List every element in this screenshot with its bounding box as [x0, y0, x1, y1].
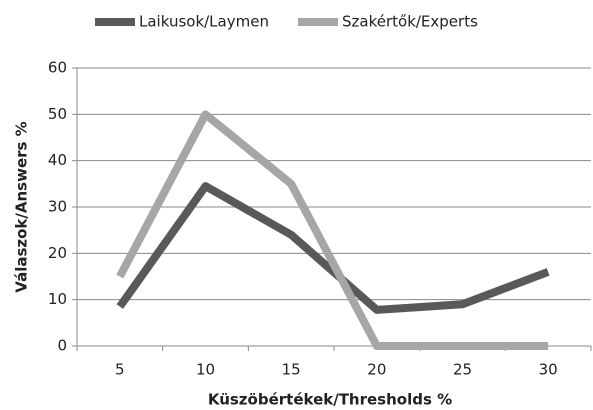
legend-label: Laikusok/Laymen	[139, 13, 269, 31]
y-tick-label: 10	[48, 290, 67, 308]
x-tick-label: 15	[282, 361, 301, 379]
x-tick-label: 30	[539, 361, 558, 379]
y-tick-label: 50	[48, 105, 67, 123]
y-tick-label: 40	[48, 151, 67, 169]
x-axis-label: Küszöbértékek/Thresholds %	[208, 391, 452, 409]
y-tick-label: 60	[48, 59, 67, 77]
x-tick-label: 10	[196, 361, 215, 379]
y-tick-label: 30	[48, 198, 67, 216]
y-tick-label: 0	[57, 337, 67, 355]
y-axis-label: Válaszok/Answers %	[13, 121, 31, 292]
x-tick-label: 5	[115, 361, 125, 379]
series-line	[116, 182, 550, 314]
series-line	[116, 110, 549, 350]
legend-label: Szakértők/Experts	[342, 13, 478, 31]
y-tick-label: 20	[48, 244, 67, 262]
x-tick-label: 20	[367, 361, 386, 379]
x-tick-label: 25	[453, 361, 472, 379]
